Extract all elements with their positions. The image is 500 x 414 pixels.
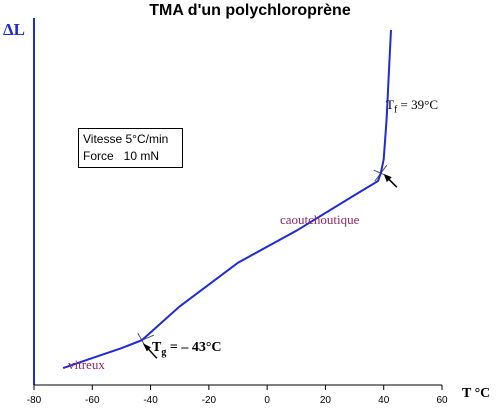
x-tick-label: -80 <box>27 395 42 406</box>
x-tick-label: -20 <box>202 395 217 406</box>
rate-label: Vitesse 5°C/min <box>83 132 169 146</box>
conditions-box: Vitesse 5°C/min Force 10 mN <box>78 128 183 168</box>
chart-title: TMA d'un polychloroprène <box>149 2 351 19</box>
x-tick-label: 20 <box>320 395 332 406</box>
x-axis-label: T °C <box>462 386 491 401</box>
tg-value: = – 43°C <box>166 340 222 355</box>
tf-value: = 39°C <box>397 97 438 112</box>
tg-label: Tg = – 43°C <box>152 340 222 358</box>
tg-symbol: T <box>152 340 162 355</box>
tg-subscript: g <box>161 346 167 358</box>
tg-arrow-head <box>142 343 151 352</box>
x-tick-label: -60 <box>85 395 100 406</box>
axes <box>33 18 442 386</box>
glassy-region-label: vitreux <box>68 357 105 372</box>
tf-arrow-head <box>383 174 392 183</box>
x-tick-label: 0 <box>264 395 270 406</box>
x-tick-label: 40 <box>378 395 390 406</box>
tf-label: Tf = 39°C <box>386 97 438 116</box>
force-label: Force 10 mN <box>83 149 160 163</box>
x-tick-label: -40 <box>143 395 158 406</box>
tf-subscript: f <box>393 104 398 116</box>
x-tick-label: 60 <box>436 395 448 406</box>
x-axis-ticks: -80 -60 -40 -20 0 20 40 60 <box>27 385 448 406</box>
tf-symbol: T <box>386 97 394 112</box>
rubbery-region-label: caoutchoutique <box>280 212 360 227</box>
tma-curve <box>62 29 392 370</box>
y-axis-label: ΔL <box>3 20 25 39</box>
